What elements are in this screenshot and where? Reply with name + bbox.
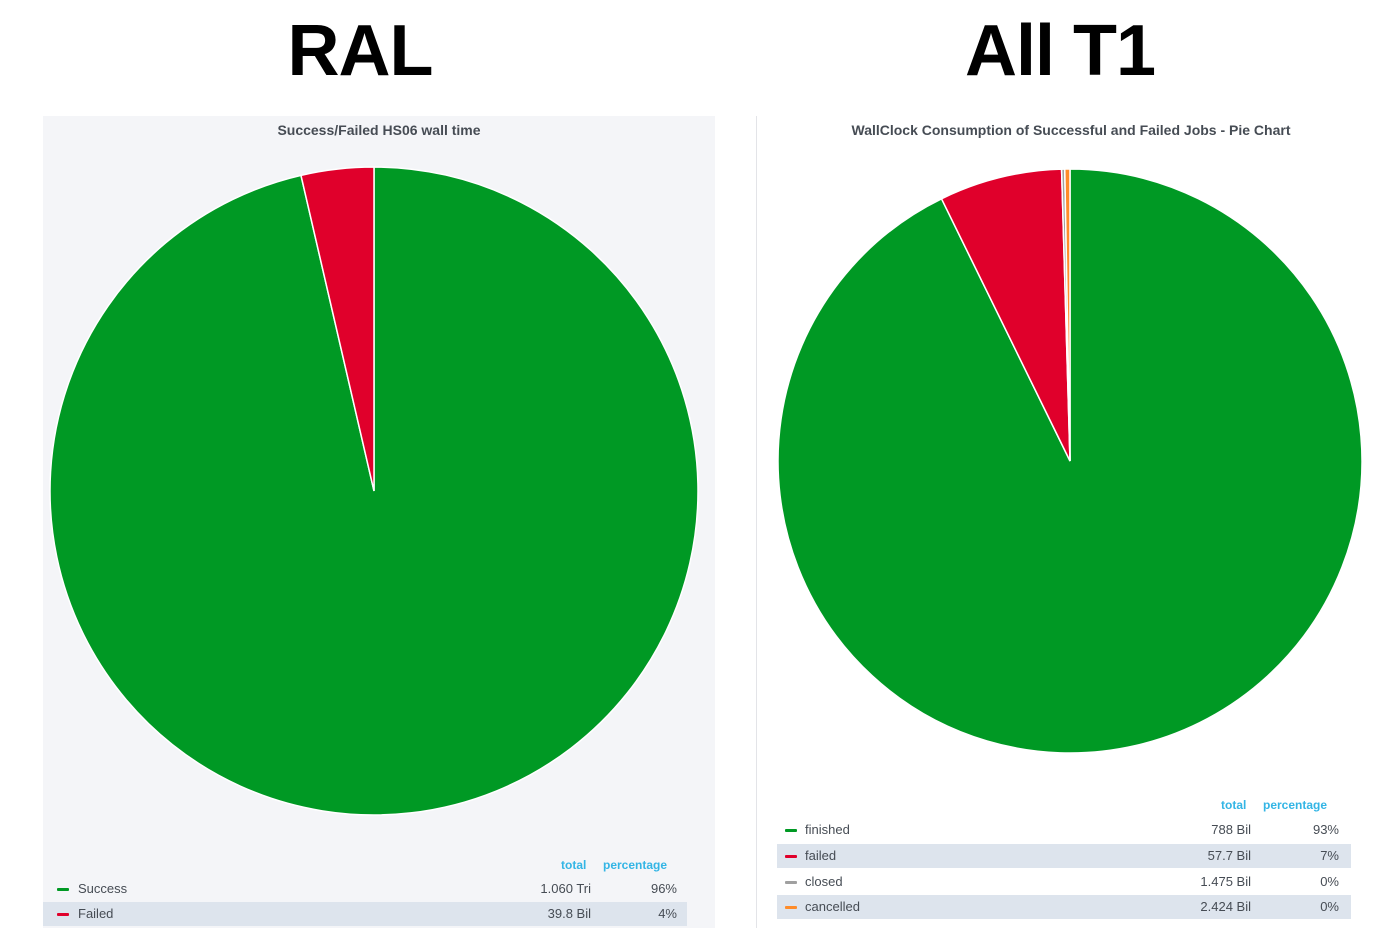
legend-label: closed (805, 874, 843, 889)
legend-swatch (785, 855, 797, 858)
legend-total: 1.475 Bil (1200, 874, 1251, 889)
chart-panel-all-t1: WallClock Consumption of Successful and … (756, 116, 1384, 928)
legend-swatch (57, 888, 69, 891)
pie-chart-ral (49, 166, 699, 816)
legend-total: 788 Bil (1211, 822, 1251, 837)
legend-header-percentage: percentage (1263, 798, 1328, 812)
legend-header-total: total (561, 858, 587, 872)
legend-swatch (785, 881, 797, 884)
pie-chart-all-t1 (777, 168, 1363, 754)
legend-swatch (785, 906, 797, 909)
legend-percentage: 4% (658, 906, 677, 921)
legend-percentage: 0% (1320, 874, 1339, 889)
page-title-all-t1: All T1 (964, 11, 1156, 91)
legend-header-percentage: percentage (603, 858, 668, 872)
pie-slice-failed[interactable] (300, 166, 375, 492)
legend-row-finished[interactable]: finished 788 Bil 93% (777, 818, 1351, 842)
chart-panel-ral: Success/Failed HS06 wall time total perc… (43, 116, 715, 928)
legend-row-failed[interactable]: Failed 39.8 Bil 4% (43, 902, 687, 926)
legend-percentage: 96% (650, 881, 677, 896)
legend-total: 1.060 Tri (540, 881, 591, 896)
legend-swatch (785, 829, 797, 832)
chart-title: WallClock Consumption of Successful and … (851, 122, 1291, 138)
legend-row-cancelled[interactable]: cancelled 2.424 Bil 0% (777, 895, 1351, 919)
legend-label: Success (78, 881, 128, 896)
pie-slice-failed[interactable] (940, 168, 1071, 462)
legend-total: 39.8 Bil (547, 906, 591, 921)
legend-percentage: 93% (1312, 822, 1339, 837)
pie-slice-cancelled[interactable] (1064, 168, 1071, 462)
legend-total: 2.424 Bil (1200, 899, 1251, 914)
chart-title: Success/Failed HS06 wall time (277, 122, 481, 138)
page-title-ral: RAL (287, 11, 434, 91)
legend-row-closed[interactable]: closed 1.475 Bil 0% (777, 870, 1351, 894)
legend-label: failed (805, 848, 837, 863)
legend-percentage: 0% (1320, 899, 1339, 914)
legend-swatch (57, 913, 69, 916)
legend-row-failed[interactable]: failed 57.7 Bil 7% (777, 844, 1351, 868)
legend-label: finished (805, 822, 850, 837)
legend-percentage: 7% (1320, 848, 1339, 863)
legend-label: Failed (78, 906, 114, 921)
legend-header-total: total (1221, 798, 1247, 812)
legend-row-success[interactable]: Success 1.060 Tri 96% (43, 877, 687, 901)
legend-total: 57.7 Bil (1207, 848, 1251, 863)
legend-label: cancelled (805, 899, 860, 914)
